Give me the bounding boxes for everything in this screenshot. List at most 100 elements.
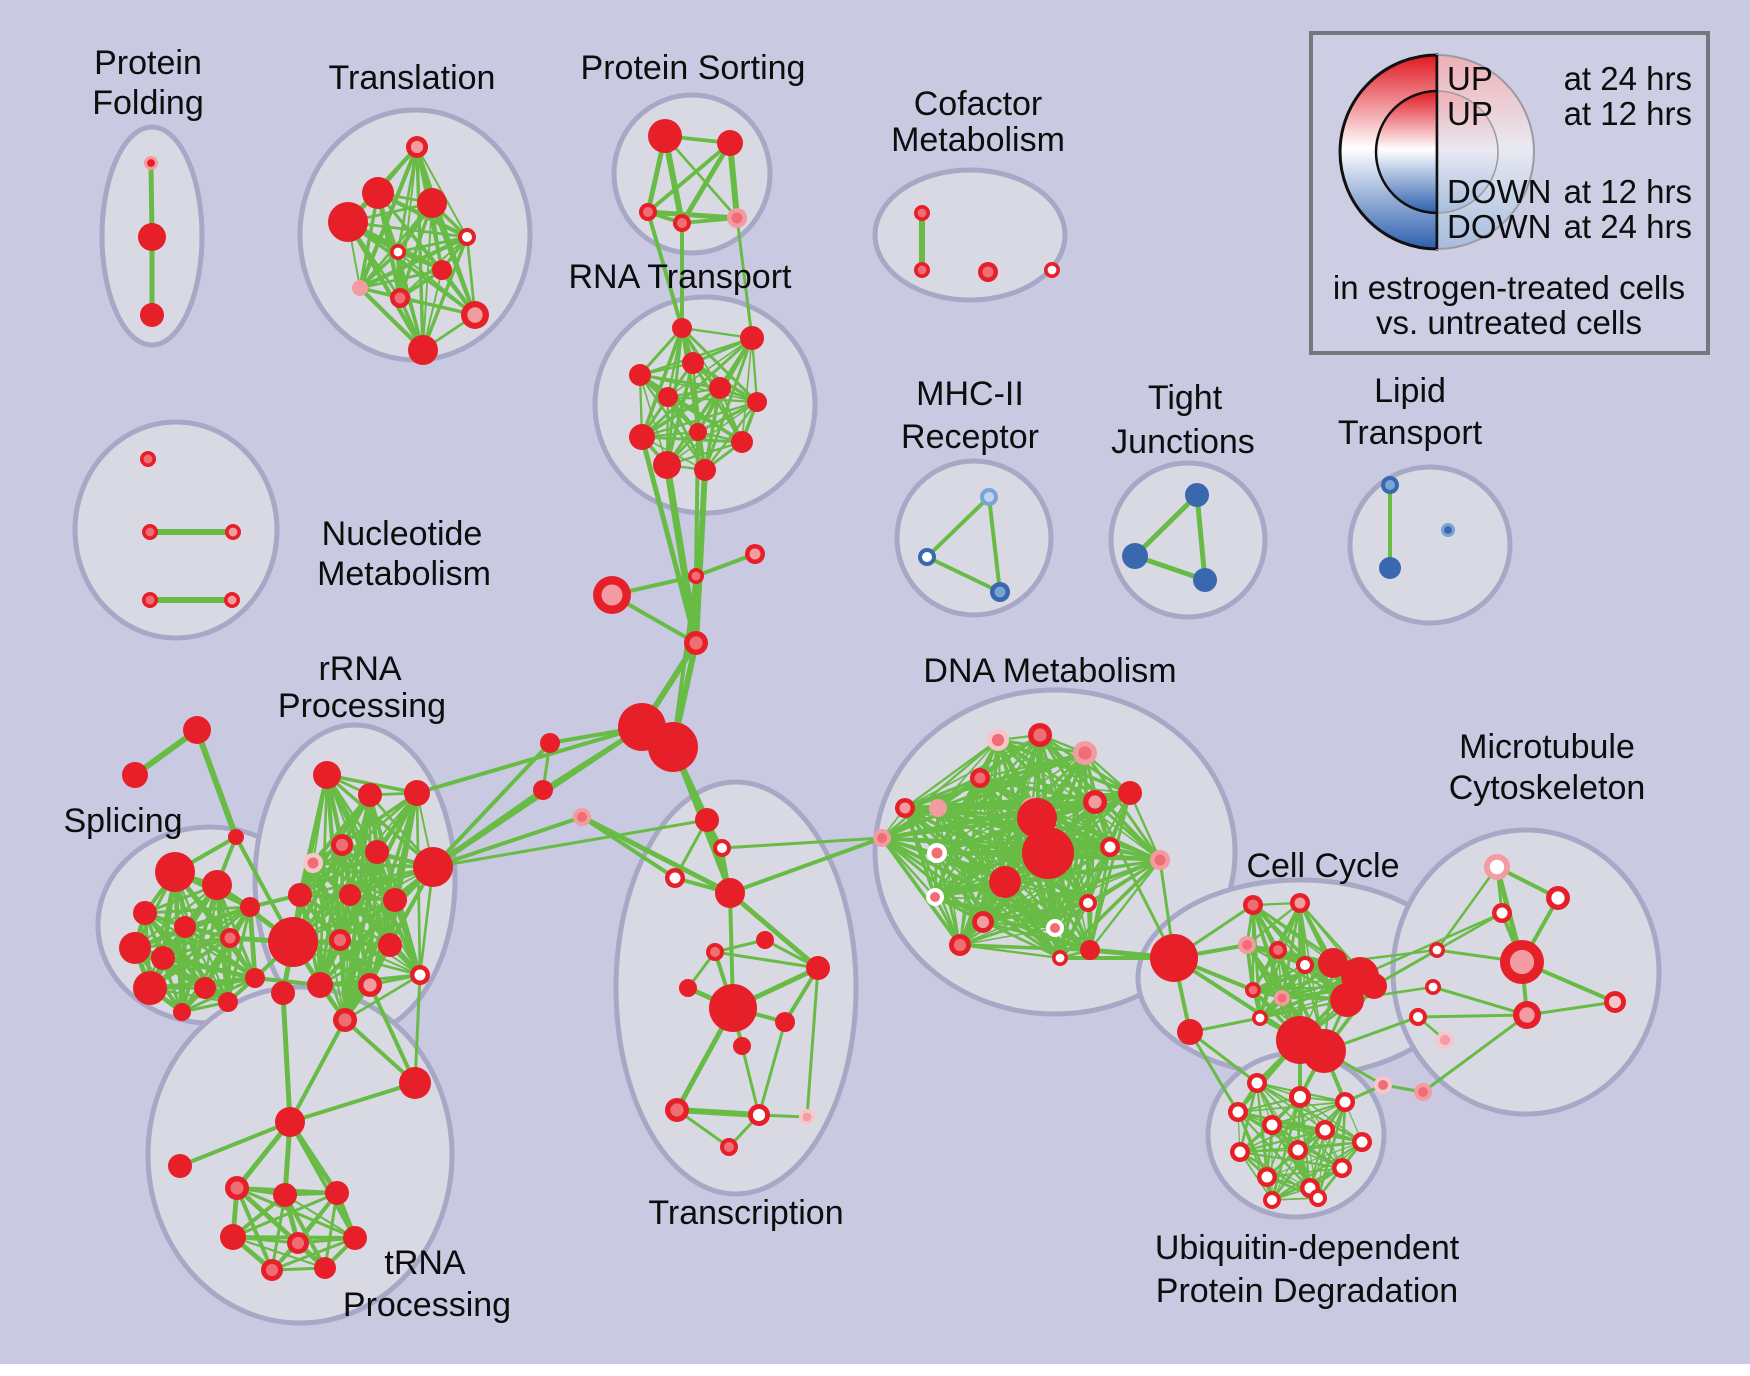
network-edge <box>959 927 1056 946</box>
network-node-center <box>1234 1146 1246 1158</box>
network-node-center <box>749 548 761 560</box>
network-node <box>365 840 389 864</box>
network-node-center <box>1385 480 1395 490</box>
network-edge <box>696 400 759 434</box>
cluster-label-cell-cycle: Cell Cycle <box>1246 847 1399 885</box>
network-edge <box>903 738 1000 810</box>
network-node-center <box>1339 1096 1351 1108</box>
network-edge <box>1194 492 1208 583</box>
network-edge <box>933 845 1112 899</box>
network-edge <box>270 1236 357 1272</box>
network-node <box>325 1181 349 1205</box>
network-node <box>929 799 947 817</box>
network-node-center <box>689 636 703 650</box>
cluster-ellipses <box>72 92 1662 1326</box>
network-edge <box>342 897 398 1023</box>
network-nodes <box>119 119 1626 1281</box>
cluster-label-trna-processing: Processing <box>343 1286 511 1324</box>
network-edge <box>1237 1101 1346 1113</box>
network-node <box>682 352 704 374</box>
network-edge <box>179 924 188 1015</box>
bottom-margin <box>0 1364 1750 1376</box>
network-node <box>352 280 368 296</box>
cluster-label-mhc-ii-receptor: Receptor <box>901 418 1039 456</box>
network-edge <box>270 1193 287 1272</box>
network-edge <box>979 777 1131 794</box>
network-edge <box>958 943 1092 952</box>
network-node-center <box>1104 841 1116 853</box>
network-edge <box>421 235 469 352</box>
network-edge <box>703 400 759 472</box>
cluster-ellipse-cofactor-metabolism <box>872 167 1068 303</box>
network-edge <box>694 430 700 578</box>
network-node-center <box>670 1103 684 1117</box>
network-edge <box>226 905 252 1004</box>
network-edge <box>640 400 759 439</box>
network-node-center <box>467 307 483 323</box>
network-node <box>417 188 447 218</box>
network-edge <box>903 806 1090 905</box>
cluster-label-mhc-ii-receptor: MHC-II <box>916 375 1024 413</box>
network-node <box>399 1067 431 1099</box>
network-edge <box>958 943 1062 960</box>
network-edge <box>343 973 422 1022</box>
network-node-center <box>1251 1077 1263 1089</box>
network-edge <box>680 326 759 404</box>
network-node-center <box>643 207 653 217</box>
network-node-center <box>228 527 238 537</box>
cluster-label-cofactor-metabolism: Cofactor <box>914 85 1043 123</box>
network-edge <box>173 870 257 980</box>
network-edge <box>740 1044 761 1117</box>
legend-row-time: at 12 hrs <box>1564 173 1692 210</box>
network-node <box>1177 1019 1203 1045</box>
network-node-center <box>335 838 349 852</box>
cluster-ellipse-tight-junctions <box>1108 460 1268 620</box>
network-edge <box>703 336 754 472</box>
legend-row-word: UP <box>1447 60 1493 97</box>
network-node <box>1330 983 1364 1017</box>
network-node <box>122 762 148 788</box>
network-edge <box>638 373 707 472</box>
network-node <box>194 977 216 999</box>
cluster-label-translation: Translation <box>329 59 496 97</box>
network-edge <box>178 1120 292 1168</box>
network-node-center <box>1551 891 1565 905</box>
network-node <box>775 1012 795 1032</box>
network-edge <box>925 495 991 559</box>
network-edge <box>667 396 743 443</box>
network-edge <box>231 1191 339 1239</box>
network-node <box>648 722 698 772</box>
network-node <box>268 917 318 967</box>
network-edge <box>903 776 982 810</box>
network-node <box>383 888 407 912</box>
network-node-center <box>1255 1013 1265 1023</box>
network-node <box>695 808 719 832</box>
network-edge <box>1086 858 1162 905</box>
network-node <box>689 423 707 441</box>
network-edge <box>1435 865 1499 952</box>
network-edge <box>720 836 884 850</box>
network-node-center <box>930 892 940 902</box>
network-node <box>1150 934 1198 982</box>
network-edge <box>936 801 1096 854</box>
network-node-center <box>899 802 911 814</box>
network-node <box>653 451 681 479</box>
network-node-center <box>984 492 994 502</box>
network-edge <box>1238 1128 1327 1154</box>
network-node <box>733 1037 751 1055</box>
network-node-center <box>1300 960 1310 970</box>
network-node <box>629 424 655 450</box>
network-edge <box>292 866 434 943</box>
network-node-center <box>1088 795 1102 809</box>
legend-donut-inner-right-icon <box>1436 90 1499 214</box>
network-edge <box>1421 1013 1529 1094</box>
network-edge <box>358 268 444 290</box>
network-edge <box>1435 911 1504 952</box>
network-node-center <box>1292 1144 1304 1156</box>
network-node-center <box>991 733 1005 747</box>
network-node-center <box>1083 898 1093 908</box>
network-node <box>413 847 453 887</box>
network-node <box>271 981 295 1005</box>
